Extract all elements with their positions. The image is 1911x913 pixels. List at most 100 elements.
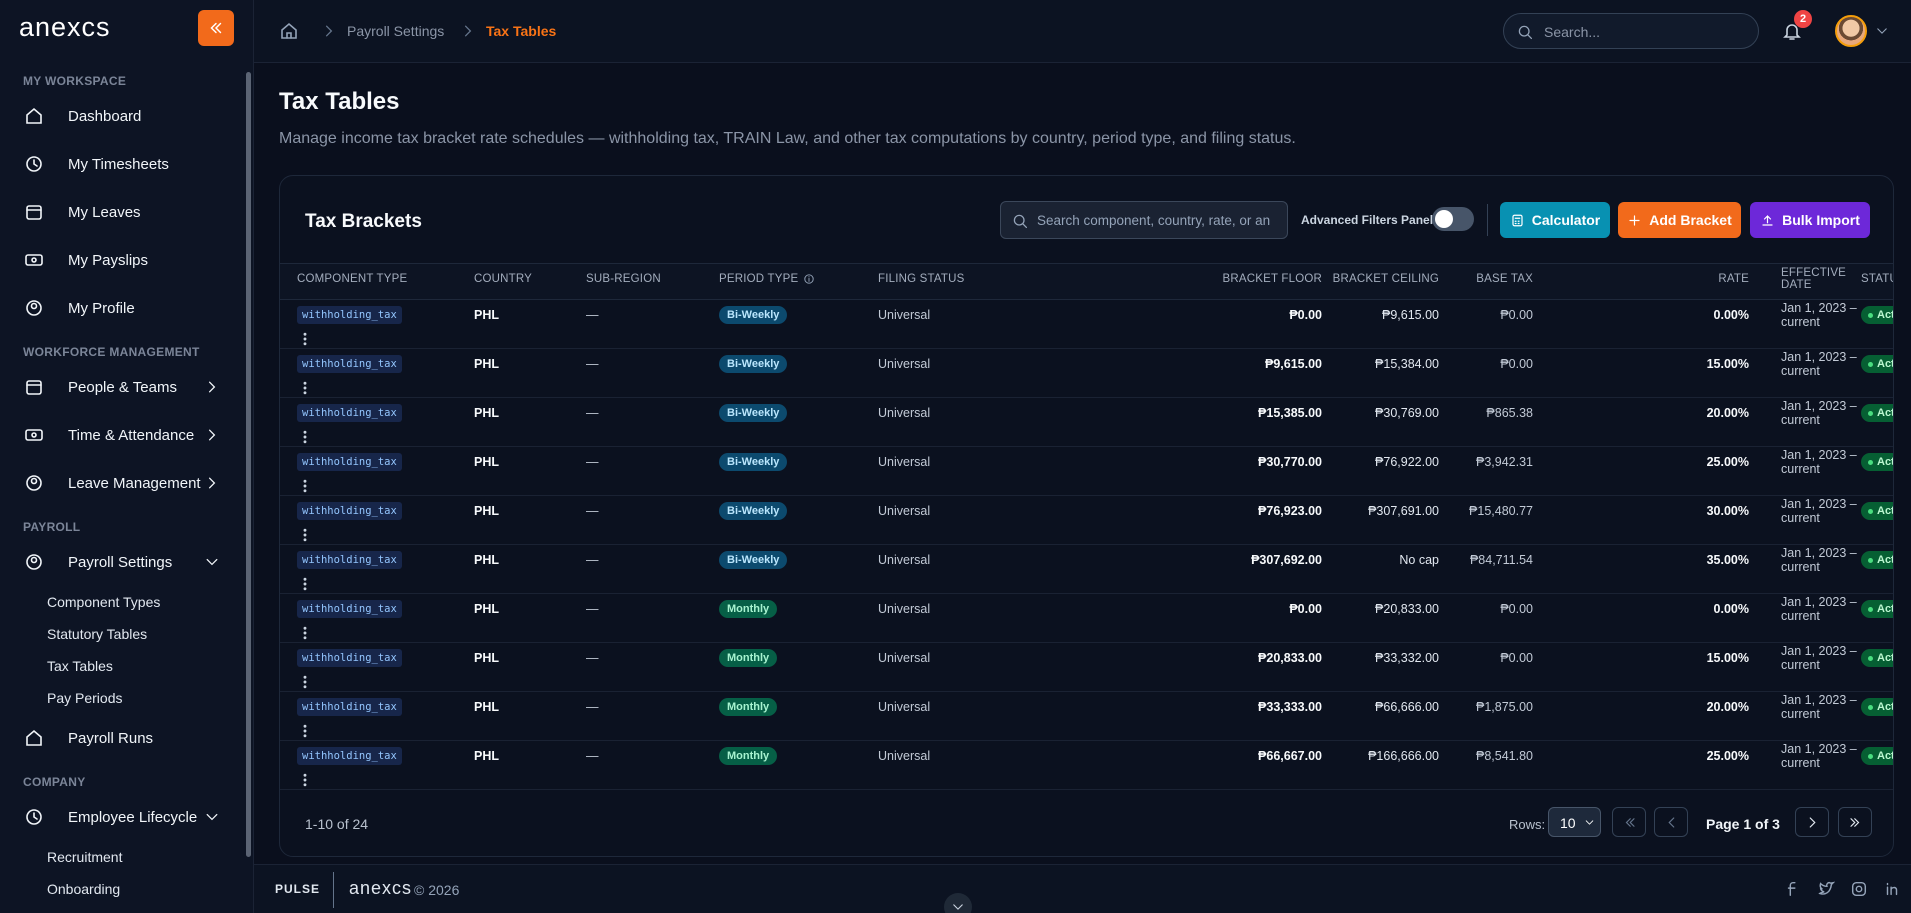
social-icon[interactable]	[1784, 880, 1802, 898]
row-menu-svg	[303, 626, 307, 640]
row-menu[interactable]	[297, 331, 474, 347]
rows-value: 10	[1560, 815, 1576, 831]
nav-item[interactable]: Dashboard	[0, 92, 246, 140]
search-box[interactable]: Search...	[1503, 13, 1759, 49]
avatar-chevron	[1875, 24, 1889, 38]
page-title: Tax Tables	[279, 88, 400, 115]
component-code: withholding_tax	[297, 355, 402, 373]
row-menu[interactable]	[297, 429, 474, 445]
component-code: withholding_tax	[297, 453, 402, 471]
cell: ₱66,667.00	[1258, 749, 1322, 763]
row-menu[interactable]	[297, 772, 474, 788]
table-row[interactable]: withholding_tax PHL — Bi-Weekly Universal ₱30…	[280, 447, 1893, 496]
table-row[interactable]: withholding_tax PHL — Monthly Universal ₱0.00…	[280, 594, 1894, 643]
rows-label: Rows:	[1509, 817, 1546, 832]
nav-item[interactable]: Payroll Runs	[0, 714, 246, 762]
table-row[interactable]: withholding_tax PHL — Monthly Universal ₱66,6…	[280, 741, 1893, 790]
component-code: withholding_tax	[297, 404, 402, 422]
nav-subitem[interactable]: Tax Tables	[47, 658, 113, 674]
page-button[interactable]	[1612, 807, 1646, 837]
action-button[interactable]: Bulk Import	[1750, 202, 1870, 238]
period-badge: Bi-Weekly	[719, 551, 788, 569]
nav-item[interactable]: My Payslips	[0, 236, 246, 284]
nav-subitem[interactable]: Recruitment	[47, 849, 123, 865]
cell: 20.00%	[1706, 406, 1749, 420]
cell: PHL	[474, 357, 499, 371]
status-dot	[1868, 606, 1873, 612]
status-label: Active	[1877, 603, 1894, 615]
table-row[interactable]: withholding_tax PHL — Monthly Universal ₱20,8…	[280, 643, 1893, 692]
row-menu[interactable]	[297, 527, 474, 543]
component-code: withholding_tax	[297, 600, 402, 618]
nav-item[interactable]: Leave Management	[0, 459, 246, 507]
row-menu-svg	[303, 430, 307, 444]
nav-subitem[interactable]: Statutory Tables	[47, 626, 148, 642]
table-row[interactable]: withholding_tax PHL — Monthly Universal ₱33,3…	[280, 692, 1893, 741]
cell: Jan 1, 2023 – current	[1781, 546, 1857, 574]
row-menu[interactable]	[297, 723, 474, 739]
row-menu[interactable]	[297, 674, 474, 690]
rows-select[interactable]: 10	[1548, 807, 1601, 837]
status-label: Active	[1877, 554, 1894, 566]
nav-icon	[24, 552, 56, 572]
collapse-button[interactable]	[198, 10, 234, 46]
breadcrumb-current: Tax Tables	[486, 23, 557, 39]
period-badge: Monthly	[719, 649, 778, 667]
scroll-icon	[951, 900, 965, 913]
nav-item[interactable]: Time & Attendance	[0, 411, 246, 459]
table-row[interactable]: withholding_tax PHL — Bi-Weekly Universal ₱76…	[280, 496, 1893, 545]
action-button[interactable]: Calculator	[1500, 202, 1610, 238]
row-menu[interactable]	[297, 380, 474, 396]
component-code: withholding_tax	[297, 551, 402, 569]
status-dot	[1868, 410, 1873, 416]
cell: ₱0.00	[1289, 308, 1322, 322]
nav-item[interactable]: My Timesheets	[0, 140, 246, 188]
row-menu[interactable]	[297, 576, 474, 592]
nav-icon-svg	[26, 156, 42, 172]
cell: Jan 1, 2023 – current	[1781, 350, 1857, 378]
nav-item[interactable]: My Leaves	[0, 188, 246, 236]
table-row[interactable]: withholding_tax PHL — Bi-Weekly Universal ₱0.…	[280, 300, 1893, 349]
nav-subitem[interactable]: Pay Periods	[47, 690, 123, 706]
table-search[interactable]: Search component, country, rate, or an	[1000, 201, 1288, 239]
bell-icon	[1782, 21, 1802, 41]
breadcrumb-link[interactable]: Payroll Settings	[347, 23, 445, 39]
nav-chevron	[204, 809, 232, 825]
action-button[interactable]: Add Bracket	[1618, 202, 1741, 238]
scroll-toggle[interactable]	[944, 893, 972, 913]
table-row[interactable]: withholding_tax PHL — Bi-Weekly Universal ₱30…	[280, 545, 1894, 594]
nav-icon	[24, 728, 56, 748]
nav-subitem[interactable]: Component Types	[47, 594, 161, 610]
cell: —	[586, 749, 599, 763]
social-icon[interactable]	[1817, 880, 1835, 898]
social-icon-svg	[1886, 882, 1898, 896]
cell: ₱30,769.00	[1375, 406, 1439, 420]
button-label: Calculator	[1531, 212, 1601, 228]
page-button[interactable]	[1795, 807, 1829, 837]
page-button[interactable]	[1654, 807, 1688, 837]
column-header: COMPONENT TYPE	[297, 272, 408, 285]
toggle[interactable]	[1432, 207, 1474, 231]
nav-subitem[interactable]: Onboarding	[47, 881, 121, 897]
table-row[interactable]: withholding_tax PHL — Bi-Weekly Universal ₱15…	[280, 398, 1893, 447]
period-badge: Monthly	[719, 698, 778, 716]
nav-item[interactable]: Payroll Settings	[0, 538, 246, 586]
social-icon-svg	[1787, 881, 1796, 897]
nav-item[interactable]: Employee Lifecycle	[0, 793, 246, 841]
status-badge: Active	[1861, 453, 1893, 471]
table-row[interactable]: withholding_tax PHL — Bi-Weekly Universal ₱9,…	[280, 349, 1893, 398]
avatar-chevron-svg	[1877, 28, 1887, 34]
row-menu[interactable]	[297, 625, 474, 641]
nav-item[interactable]: People & Teams	[0, 363, 246, 411]
avatar[interactable]	[1835, 15, 1867, 47]
social-icon[interactable]	[1850, 880, 1868, 898]
cell: 30.00%	[1706, 504, 1749, 518]
page-button[interactable]	[1838, 807, 1872, 837]
row-menu[interactable]	[297, 478, 474, 494]
nav-item[interactable]: My Profile	[0, 284, 246, 332]
status-dot	[1868, 704, 1873, 710]
social-icon[interactable]	[1883, 880, 1901, 898]
nav-chevron	[204, 427, 232, 443]
page-icon	[1664, 815, 1679, 830]
column-header: BRACKET CEILING	[1332, 272, 1439, 285]
